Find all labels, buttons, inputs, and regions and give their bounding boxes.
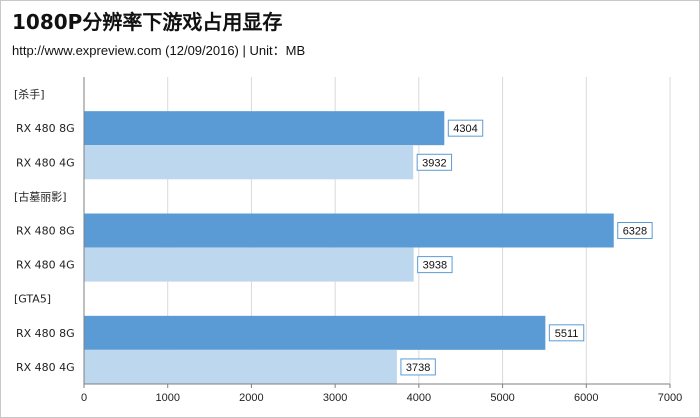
x-tick-label: 3000	[323, 392, 347, 404]
category-label: RX 480 8G	[16, 225, 75, 238]
data-label: 3738	[406, 362, 430, 374]
data-label-box	[447, 119, 484, 137]
bar	[84, 247, 414, 282]
data-label-box	[548, 324, 585, 342]
bar	[84, 349, 397, 384]
group-label: [杀手]	[14, 87, 45, 101]
x-tick-label: 5000	[490, 392, 514, 404]
x-tick-label: 4000	[407, 392, 431, 404]
data-label: 3938	[423, 260, 447, 272]
bar	[84, 315, 546, 350]
category-label: RX 480 4G	[16, 259, 75, 272]
category-label: RX 480 4G	[16, 156, 75, 169]
data-label: 5511	[555, 328, 579, 340]
bar	[84, 111, 445, 146]
group-label: [古墓丽影]	[14, 190, 67, 203]
chart-subtitle: http://www.expreview.com (12/09/2016) | …	[12, 43, 306, 58]
x-tick-label: 0	[81, 392, 87, 404]
group-label: [GTA5]	[14, 293, 51, 306]
data-label: 3932	[422, 157, 446, 169]
x-tick-label: 7000	[658, 392, 682, 404]
data-label: 4304	[453, 123, 477, 135]
x-tick-label: 1000	[155, 392, 179, 404]
data-label-box	[416, 153, 453, 171]
data-label-box	[617, 222, 653, 239]
bar	[84, 145, 414, 180]
category-label: RX 480 4G	[16, 361, 75, 374]
chart-title: 1080P分辨率下游戏占用显存	[12, 10, 283, 34]
category-label: RX 480 8G	[16, 122, 75, 135]
data-label-box	[417, 256, 453, 274]
bar	[84, 213, 614, 248]
x-tick-label: 2000	[239, 392, 263, 404]
category-label: RX 480 8G	[16, 327, 75, 340]
x-tick-label: 6000	[574, 392, 598, 404]
data-label: 6328	[623, 226, 647, 238]
data-label-box	[400, 358, 436, 376]
